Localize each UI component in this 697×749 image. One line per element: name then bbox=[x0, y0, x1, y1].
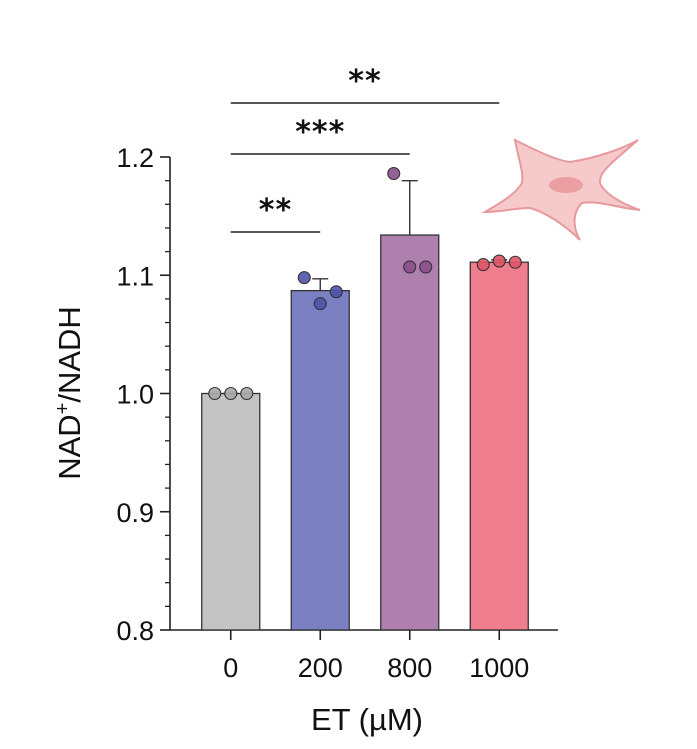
bar-200 bbox=[290, 289, 350, 631]
bar-800 bbox=[380, 234, 440, 631]
data-point-1000 bbox=[476, 258, 490, 272]
data-point-200 bbox=[329, 285, 343, 299]
x-tick-label-1000: 1000 bbox=[469, 653, 529, 683]
y-axis-label-part: /NADH bbox=[52, 306, 87, 402]
y-tick-label: 1.1 bbox=[116, 261, 154, 291]
y-axis-label: NAD+/NADH bbox=[52, 306, 87, 480]
data-point-1000 bbox=[508, 255, 522, 269]
y-tick-label: 0.8 bbox=[116, 616, 154, 646]
y-axis-label-part: NAD bbox=[52, 414, 87, 479]
cell-nucleus bbox=[549, 177, 583, 193]
bar-1000 bbox=[469, 261, 529, 631]
data-point-0 bbox=[208, 386, 222, 401]
significance-label: ** bbox=[348, 64, 381, 99]
y-tick-label: 1.0 bbox=[116, 380, 154, 410]
data-point-800 bbox=[419, 260, 433, 274]
data-point-800 bbox=[403, 260, 417, 274]
x-tick-label-0: 0 bbox=[223, 653, 238, 683]
data-point-0 bbox=[240, 386, 254, 401]
y-tick-label: 1.2 bbox=[116, 143, 154, 173]
fibroblast-cell-icon bbox=[481, 138, 641, 241]
data-point-800 bbox=[387, 167, 401, 181]
data-point-1000 bbox=[492, 254, 506, 268]
data-point-200 bbox=[313, 297, 327, 311]
significance-label: *** bbox=[295, 115, 345, 150]
bar-0 bbox=[201, 392, 261, 631]
x-tick-label-800: 800 bbox=[387, 653, 432, 683]
significance-label: ** bbox=[259, 193, 292, 228]
x-axis-label: ET (µM) bbox=[311, 702, 423, 737]
data-point-0 bbox=[224, 386, 238, 401]
data-point-200 bbox=[297, 271, 311, 285]
y-tick-label: 0.9 bbox=[116, 498, 154, 528]
x-tick-label-200: 200 bbox=[298, 653, 343, 683]
y-axis-label-superscript: + bbox=[52, 403, 74, 415]
